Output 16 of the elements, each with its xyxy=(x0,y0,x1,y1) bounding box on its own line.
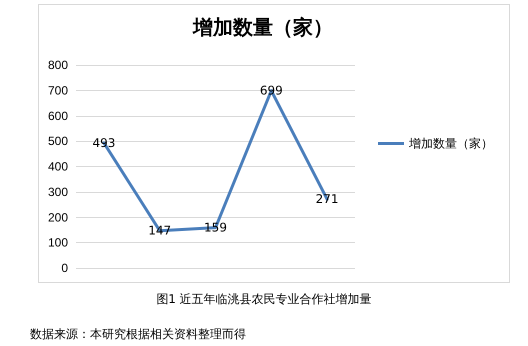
legend-label: 增加数量（家） xyxy=(408,136,493,150)
chart-title: 增加数量（家） xyxy=(192,15,333,39)
y-tick-label: 700 xyxy=(48,83,68,98)
y-tick-label: 100 xyxy=(48,236,68,250)
y-tick-label: 500 xyxy=(48,134,68,148)
data-label: 271 xyxy=(316,192,339,206)
y-tick-label: 0 xyxy=(61,261,68,275)
y-tick-label: 400 xyxy=(48,160,68,174)
y-tick-label: 300 xyxy=(48,184,68,199)
data-label: 699 xyxy=(260,84,283,98)
source-note: 数据来源：本研究根据相关资料整理而得 xyxy=(30,326,246,343)
y-tick-label: 600 xyxy=(48,108,68,123)
y-tick-label: 800 xyxy=(48,58,68,72)
caption: 图1 近五年临洮县农民专业合作社增加量 xyxy=(155,291,373,308)
data-label: 493 xyxy=(92,136,116,150)
y-tick-label: 200 xyxy=(48,210,68,224)
